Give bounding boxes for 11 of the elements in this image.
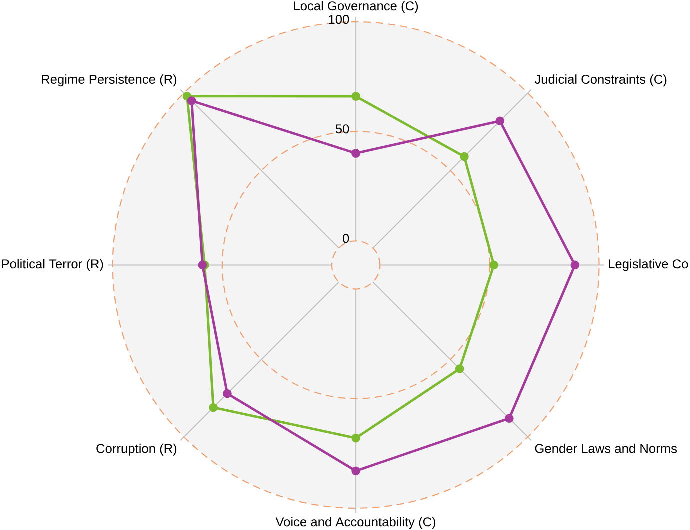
y-tick-label: 50 [336, 124, 350, 134]
y-tick-label: 100 [329, 14, 350, 24]
spoke-label: Legislative Co [609, 259, 688, 271]
spoke-label: Regime Persistence (R) [42, 74, 177, 86]
spoke-label: Judicial Constraints (C) [534, 74, 667, 86]
spoke-label: Gender Laws and Norms [535, 444, 678, 454]
y-tick-label: 0 [343, 234, 350, 243]
spoke-label: Local Governance (C) [294, 1, 418, 13]
spoke-label: Voice and Accountability (C) [276, 517, 436, 529]
spoke-label: Corruption (R) [96, 444, 177, 456]
spoke-label: Political Terror (R) [2, 259, 104, 271]
